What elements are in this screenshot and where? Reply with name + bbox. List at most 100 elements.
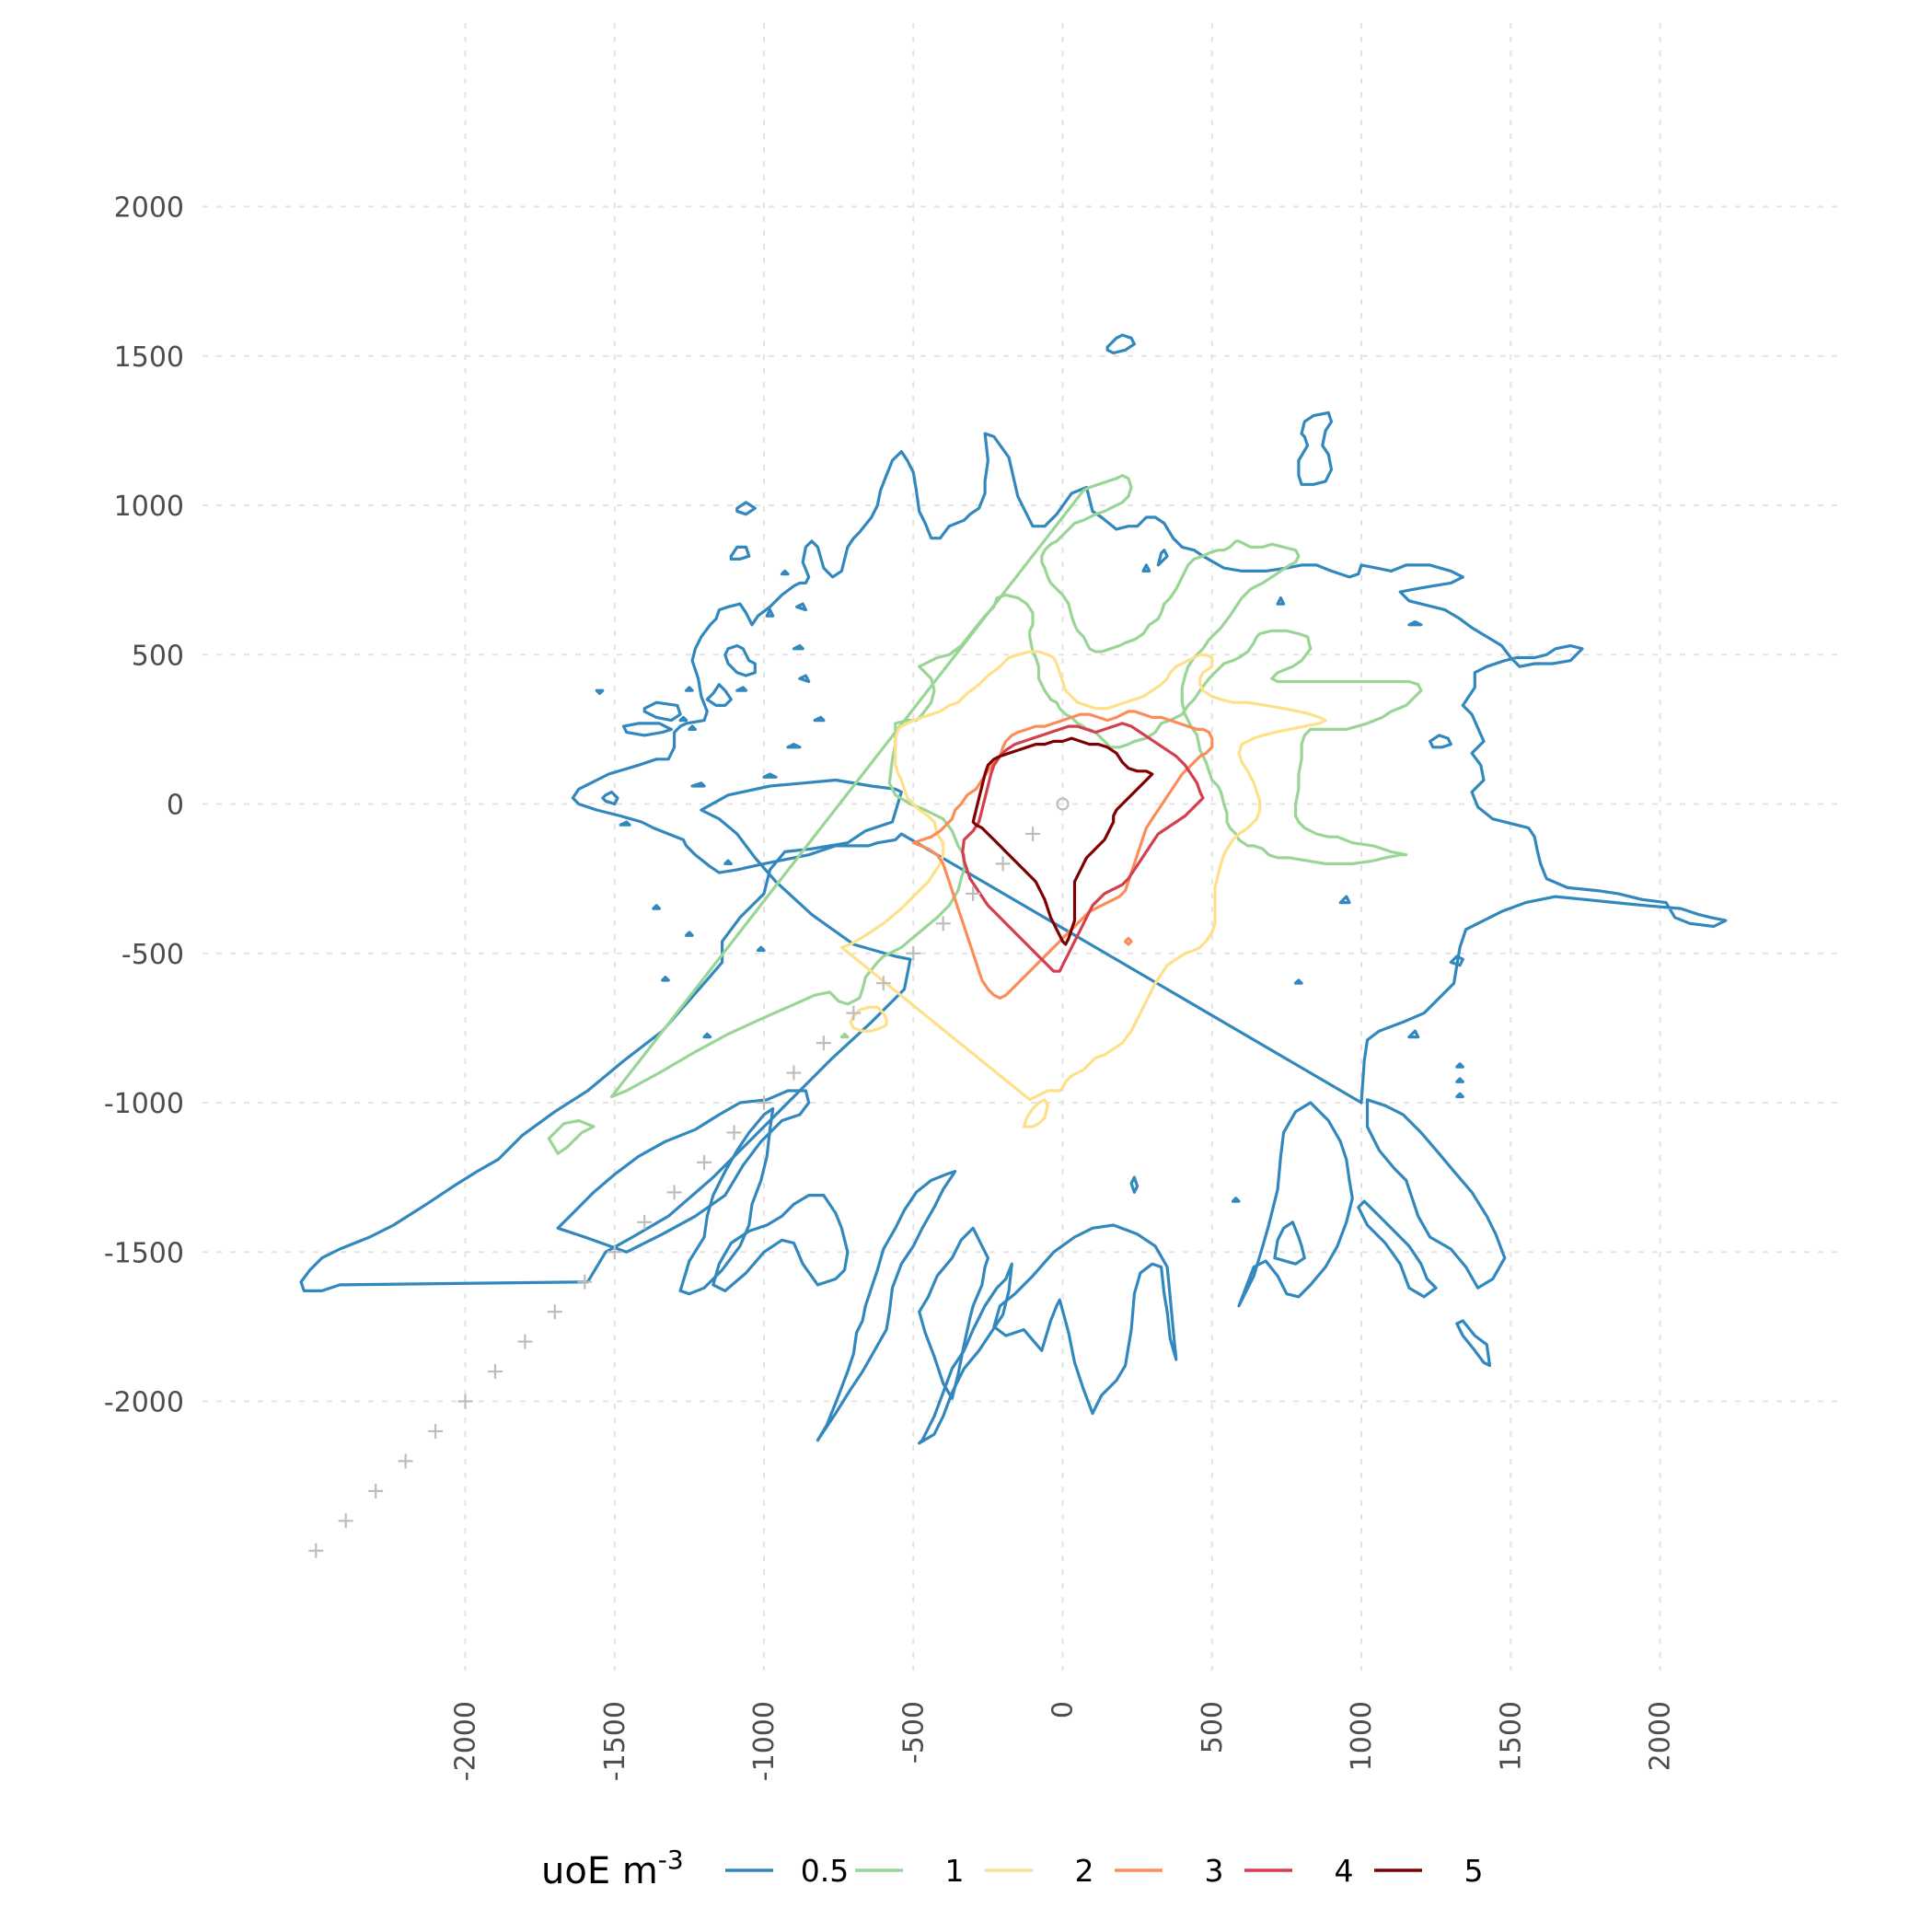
contour-0-5-ring-48 <box>1428 734 1452 749</box>
receptor-point-4 <box>906 945 921 961</box>
contour-0-5-ring-1 <box>556 1089 811 1254</box>
contour-0-5-ring-43 <box>702 1032 712 1039</box>
contour-0-5-ring-0 <box>299 778 912 1293</box>
contour-0-5-ring-23 <box>601 790 619 806</box>
contour-0-5-ring-21 <box>642 700 682 723</box>
legend-label-2: 2 <box>1075 1853 1094 1889</box>
receptor-point-13 <box>637 1214 653 1230</box>
receptor-point-17 <box>517 1334 533 1349</box>
legend-title-main: uoE m <box>541 1850 658 1892</box>
contour-0-5-ring-44 <box>1156 549 1169 567</box>
y-tick-label-1: -1500 <box>104 1237 184 1269</box>
contour-0-5-ring-27 <box>690 781 706 788</box>
contour-0-5-ring-45 <box>1141 563 1151 573</box>
contour-0-5-ring-42 <box>661 976 670 982</box>
contour-0-5-ring-13 <box>571 432 1728 1105</box>
receptor-point-6 <box>846 1005 862 1021</box>
contour-0-5-ring-50 <box>1407 1029 1420 1039</box>
x-tick-label-1: -1500 <box>599 1701 631 1781</box>
receptor-point-12 <box>666 1185 682 1200</box>
x-tick-label-2: -1000 <box>748 1701 781 1781</box>
y-tick-label-3: -500 <box>121 939 184 971</box>
contour-0-5-ring-47 <box>1407 619 1423 627</box>
receptor-point-16 <box>547 1304 562 1320</box>
receptor-point-7 <box>816 1035 831 1051</box>
contour-0-5-ring-51 <box>1455 1077 1464 1083</box>
x-tick-label-7: 1500 <box>1495 1701 1527 1771</box>
x-tick-label-0: -2000 <box>450 1701 482 1781</box>
receptor-point-9 <box>757 1095 771 1110</box>
contour-0-5-ring-33 <box>780 569 790 576</box>
contour-0-5-ring-30 <box>813 715 826 723</box>
receptor-point-18 <box>487 1364 503 1380</box>
contour-0-5-ring-9 <box>1365 1098 1507 1290</box>
receptor-point-22 <box>368 1483 384 1498</box>
contour-0-5-ring-35 <box>678 715 688 723</box>
y-tick-label-2: -1000 <box>104 1088 184 1120</box>
contour-0-5-ring-46 <box>1276 596 1286 606</box>
contour-0-5-ring-26 <box>756 945 766 953</box>
x-axis-tick-labels: -2000 -1500 -1000 -500 0 500 1000 1500 2000 <box>450 1701 1677 1781</box>
contour-0-5-ring-25 <box>652 904 662 910</box>
y-tick-label-4: 0 <box>167 790 184 822</box>
contour-0-5-ring-24 <box>619 820 631 827</box>
contour-0-5-ring-19 <box>595 688 605 696</box>
receptor-point-11 <box>697 1154 712 1170</box>
receptor-point-23 <box>338 1513 353 1529</box>
receptor-point-24 <box>308 1543 324 1558</box>
contour-2-ring-0 <box>839 650 1327 1102</box>
contour-level-0-5 <box>299 333 1728 1445</box>
legend-label-0: 0.5 <box>801 1853 849 1889</box>
contour-0-5-ring-11 <box>1455 1319 1492 1368</box>
legend-item-4: 4 <box>1244 1853 1354 1889</box>
contour-0-5-ring-7 <box>992 1223 1178 1416</box>
receptor-point-8 <box>786 1065 802 1081</box>
contour-0-5-ring-39 <box>735 686 748 692</box>
contour-0-5-ring-14 <box>1105 333 1137 355</box>
legend-item-3: 3 <box>1115 1853 1224 1889</box>
x-tick-label-5: 500 <box>1197 1701 1229 1753</box>
contour-0-5-ring-6 <box>918 1226 990 1400</box>
legend-title: uoE m-3 <box>541 1845 684 1892</box>
legend-label-1: 1 <box>945 1853 965 1889</box>
contour-0-5-ring-15 <box>1297 411 1334 486</box>
contour-0-5-ring-16 <box>735 501 757 516</box>
x-tick-label-3: -500 <box>897 1701 930 1764</box>
contour-0-5-ring-20 <box>705 683 733 708</box>
contour-level-1 <box>547 473 1423 1155</box>
receptor-point-1 <box>995 856 1011 872</box>
contour-lines <box>299 333 1728 1445</box>
x-tick-label-6: 1000 <box>1346 1701 1378 1771</box>
contour-3-ring-1 <box>1123 936 1133 946</box>
contour-0-5-ring-29 <box>786 742 802 749</box>
contour-level-3 <box>911 710 1214 1001</box>
contour-0-5-ring-31 <box>798 674 811 684</box>
contour-0-5-ring-52 <box>1455 1062 1464 1069</box>
receptor-point-2 <box>966 885 981 901</box>
receptor-point-20 <box>428 1423 444 1439</box>
contour-0-5-ring-55 <box>1293 978 1303 985</box>
legend-item-0: 0.5 <box>725 1853 849 1889</box>
legend-title-superscript: -3 <box>658 1845 684 1875</box>
receptor-markers <box>308 826 1041 1558</box>
y-tick-label-6: 1000 <box>114 491 184 523</box>
receptor-point-21 <box>398 1453 413 1469</box>
contour-2-ring-2 <box>849 1005 888 1033</box>
legend-item-2: 2 <box>985 1853 1094 1889</box>
contour-0-5-ring-34 <box>765 607 775 618</box>
x-tick-label-4: 0 <box>1047 1701 1080 1718</box>
x-tick-label-8: 2000 <box>1645 1701 1677 1771</box>
receptor-point-0 <box>1025 826 1041 841</box>
contour-0-5-ring-22 <box>621 722 674 737</box>
receptor-point-19 <box>457 1394 473 1409</box>
contour-level-2 <box>839 650 1327 1128</box>
contour-0-5-ring-36 <box>684 686 694 692</box>
contour-0-5-ring-38 <box>792 643 804 651</box>
receptor-point-15 <box>577 1274 593 1290</box>
contour-1-ring-0 <box>609 473 1423 1099</box>
contour-0-5-ring-56 <box>1129 1175 1140 1194</box>
receptor-point-5 <box>875 976 891 991</box>
contour-2-ring-1 <box>1022 1098 1049 1128</box>
contour-1-ring-1 <box>547 1118 596 1155</box>
contour-0-5-ring-12 <box>1273 1221 1306 1266</box>
